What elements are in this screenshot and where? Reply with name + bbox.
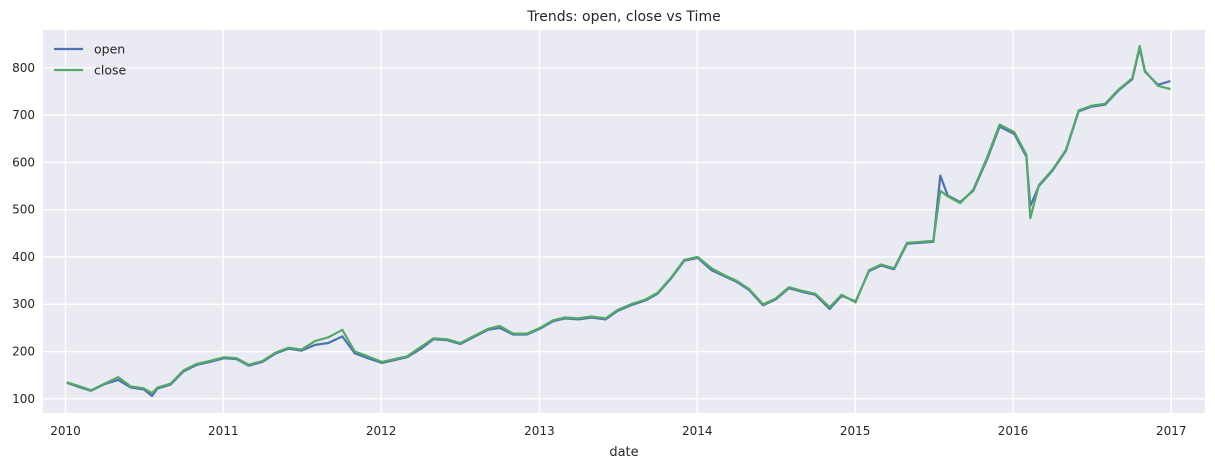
grid-lines — [43, 30, 1205, 413]
x-tick-label: 2012 — [366, 424, 397, 438]
series-line-close — [66, 44, 1171, 395]
plot-background — [43, 30, 1205, 413]
y-tick-label: 600 — [12, 155, 35, 169]
x-axis-label: date — [609, 445, 638, 460]
chart-title: Trends: open, close vs Time — [526, 9, 720, 25]
legend: open close — [54, 42, 127, 78]
y-tick-label: 700 — [12, 108, 35, 122]
x-tick-label: 2017 — [1156, 424, 1187, 438]
y-tick-label: 300 — [12, 297, 35, 311]
x-tick-label: 2015 — [840, 424, 871, 438]
series-layer — [66, 44, 1171, 398]
y-tick-label: 200 — [12, 345, 35, 359]
y-tick-label: 100 — [12, 392, 35, 406]
x-tick-label: 2016 — [998, 424, 1029, 438]
legend-label-close: close — [94, 63, 127, 78]
legend-label-open: open — [94, 42, 125, 57]
y-tick-label: 500 — [12, 203, 35, 217]
x-tick-label: 2013 — [524, 424, 555, 438]
tick-labels: 2010 2011 2012 2013 2014 2015 2016 2017 100 200 30… — [12, 61, 1186, 438]
x-tick-label: 2010 — [50, 424, 81, 438]
x-tick-label: 2011 — [208, 424, 239, 438]
y-tick-label: 800 — [12, 61, 35, 75]
x-tick-label: 2014 — [682, 424, 713, 438]
y-tick-label: 400 — [12, 250, 35, 264]
